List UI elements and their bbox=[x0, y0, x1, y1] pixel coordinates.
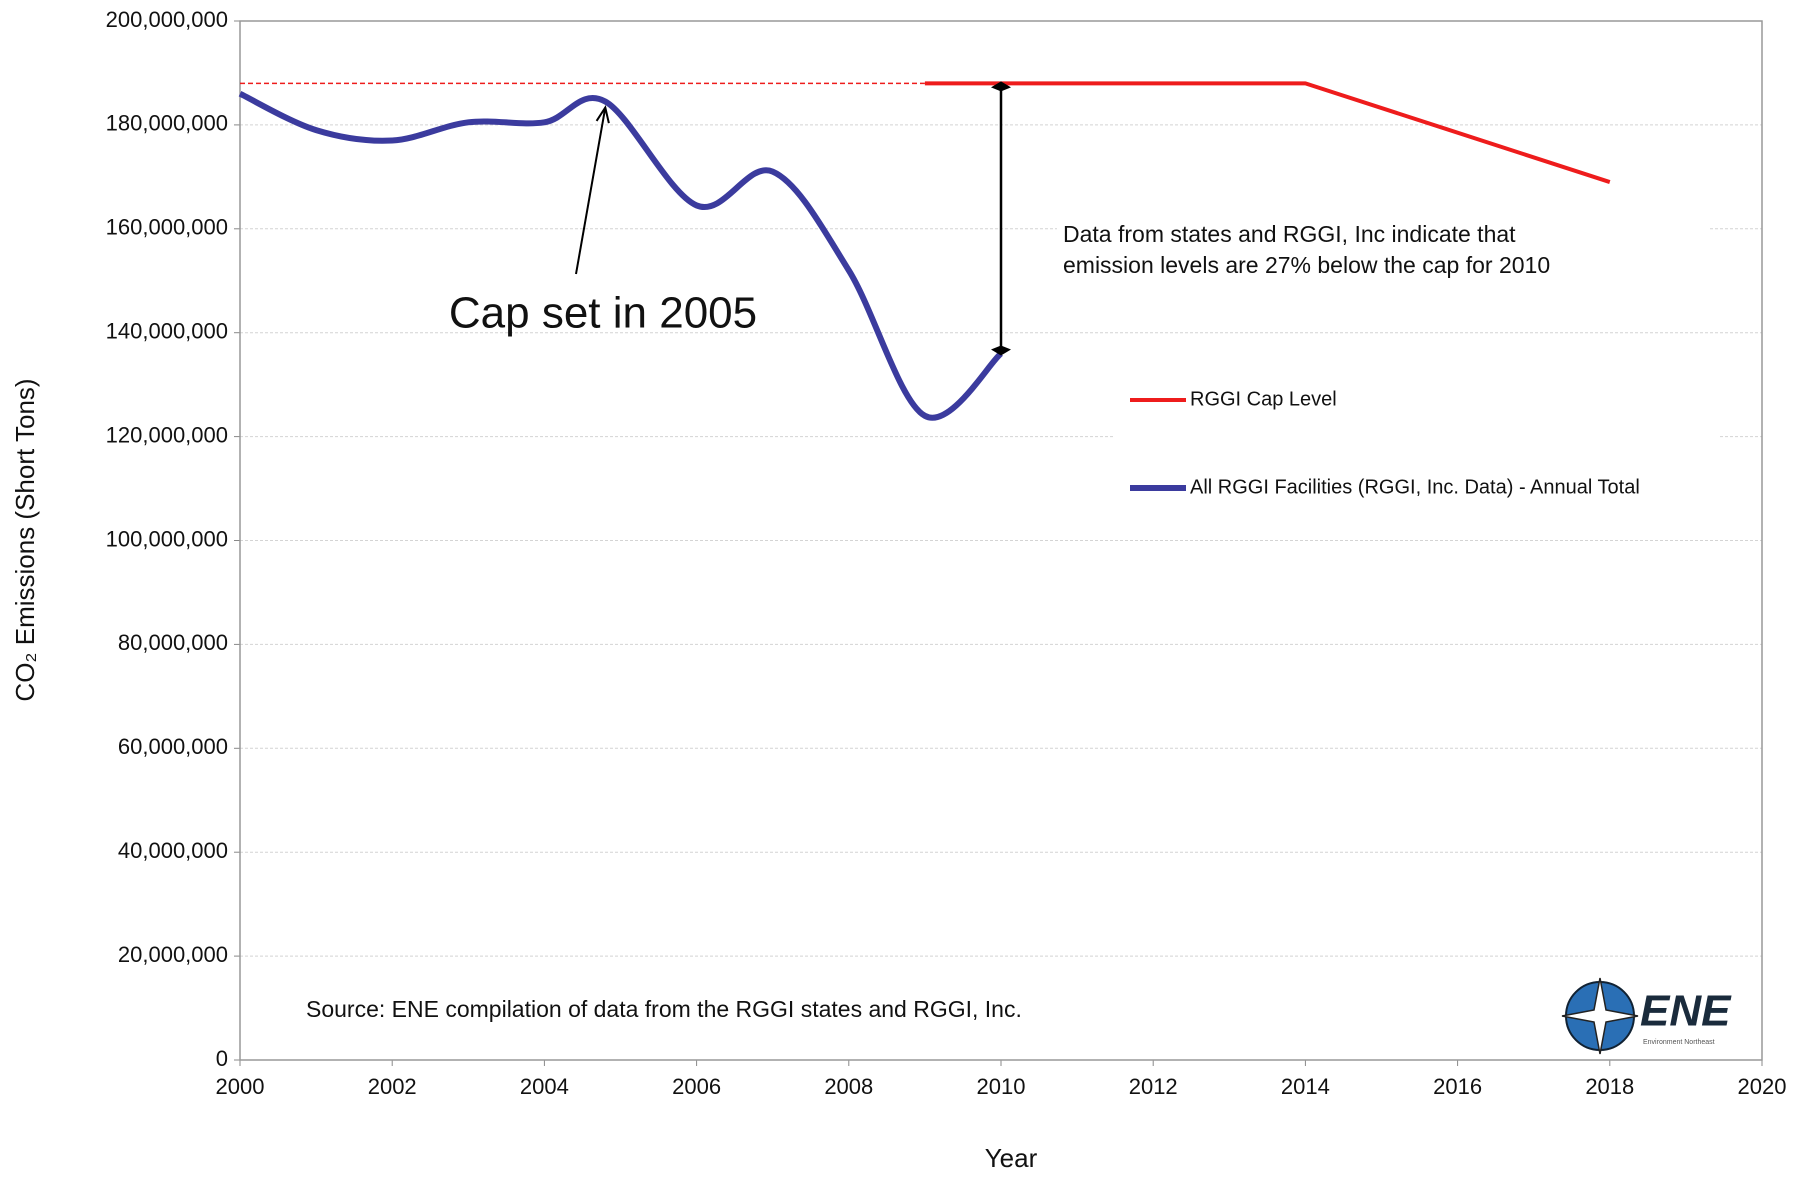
x-tick-label: 2008 bbox=[824, 1074, 873, 1099]
gap-arrow-head bbox=[991, 345, 1011, 356]
logo-subtext: Environment Northeast bbox=[1643, 1039, 1715, 1046]
annotation-arrow bbox=[575, 107, 607, 275]
note-text: Data from states and RGGI, Inc indicate … bbox=[1063, 221, 1516, 247]
x-tick-label: 2016 bbox=[1433, 1074, 1482, 1099]
series-line bbox=[924, 81, 1611, 184]
y-tick-label: 40,000,000 bbox=[118, 838, 228, 863]
x-tick-label: 2006 bbox=[672, 1074, 721, 1099]
y-tick-label: 120,000,000 bbox=[106, 422, 228, 447]
y-axis-label: CO₂ Emissions (Short Tons) bbox=[10, 378, 40, 701]
y-tick-label: 60,000,000 bbox=[118, 734, 228, 759]
annotation-text: Cap set in 2005 bbox=[449, 289, 757, 338]
gap-arrow-head bbox=[991, 81, 1011, 92]
y-tick-label: 160,000,000 bbox=[106, 215, 228, 240]
x-tick-label: 2000 bbox=[216, 1074, 265, 1099]
x-tick-label: 2004 bbox=[520, 1074, 569, 1099]
y-tick-label: 80,000,000 bbox=[118, 630, 228, 655]
logo: ENE Environment Northeast bbox=[1561, 977, 1732, 1055]
note-background bbox=[1057, 211, 1709, 308]
plot-border bbox=[239, 20, 1763, 1061]
y-tick-label: 180,000,000 bbox=[106, 111, 228, 136]
legend-label: RGGI Cap Level bbox=[1190, 388, 1337, 410]
y-tick-label: 140,000,000 bbox=[106, 319, 228, 344]
note-text: emission levels are 27% below the cap fo… bbox=[1063, 252, 1550, 278]
legend-background bbox=[1115, 376, 1720, 502]
x-axis-label: Year bbox=[985, 1143, 1038, 1173]
logo-text: ENE bbox=[1640, 987, 1732, 1036]
y-tick-label: 100,000,000 bbox=[106, 526, 228, 551]
x-tick-label: 2012 bbox=[1129, 1074, 1178, 1099]
y-tick-label: 200,000,000 bbox=[106, 7, 228, 32]
annotation-arrow-head bbox=[595, 104, 610, 124]
legend-label: All RGGI Facilities (RGGI, Inc. Data) - … bbox=[1190, 476, 1640, 498]
y-tick-label: 20,000,000 bbox=[118, 942, 228, 967]
x-tick-label: 2014 bbox=[1281, 1074, 1330, 1099]
x-tick-label: 2002 bbox=[368, 1074, 417, 1099]
x-tick-label: 2010 bbox=[977, 1074, 1026, 1099]
series-line bbox=[238, 91, 1004, 421]
source-text: Source: ENE compilation of data from the… bbox=[306, 996, 1022, 1022]
logo-star bbox=[1561, 977, 1639, 1055]
x-tick-label: 2020 bbox=[1738, 1074, 1787, 1099]
y-tick-label: 0 bbox=[216, 1046, 228, 1071]
x-tick-label: 2018 bbox=[1585, 1074, 1634, 1099]
